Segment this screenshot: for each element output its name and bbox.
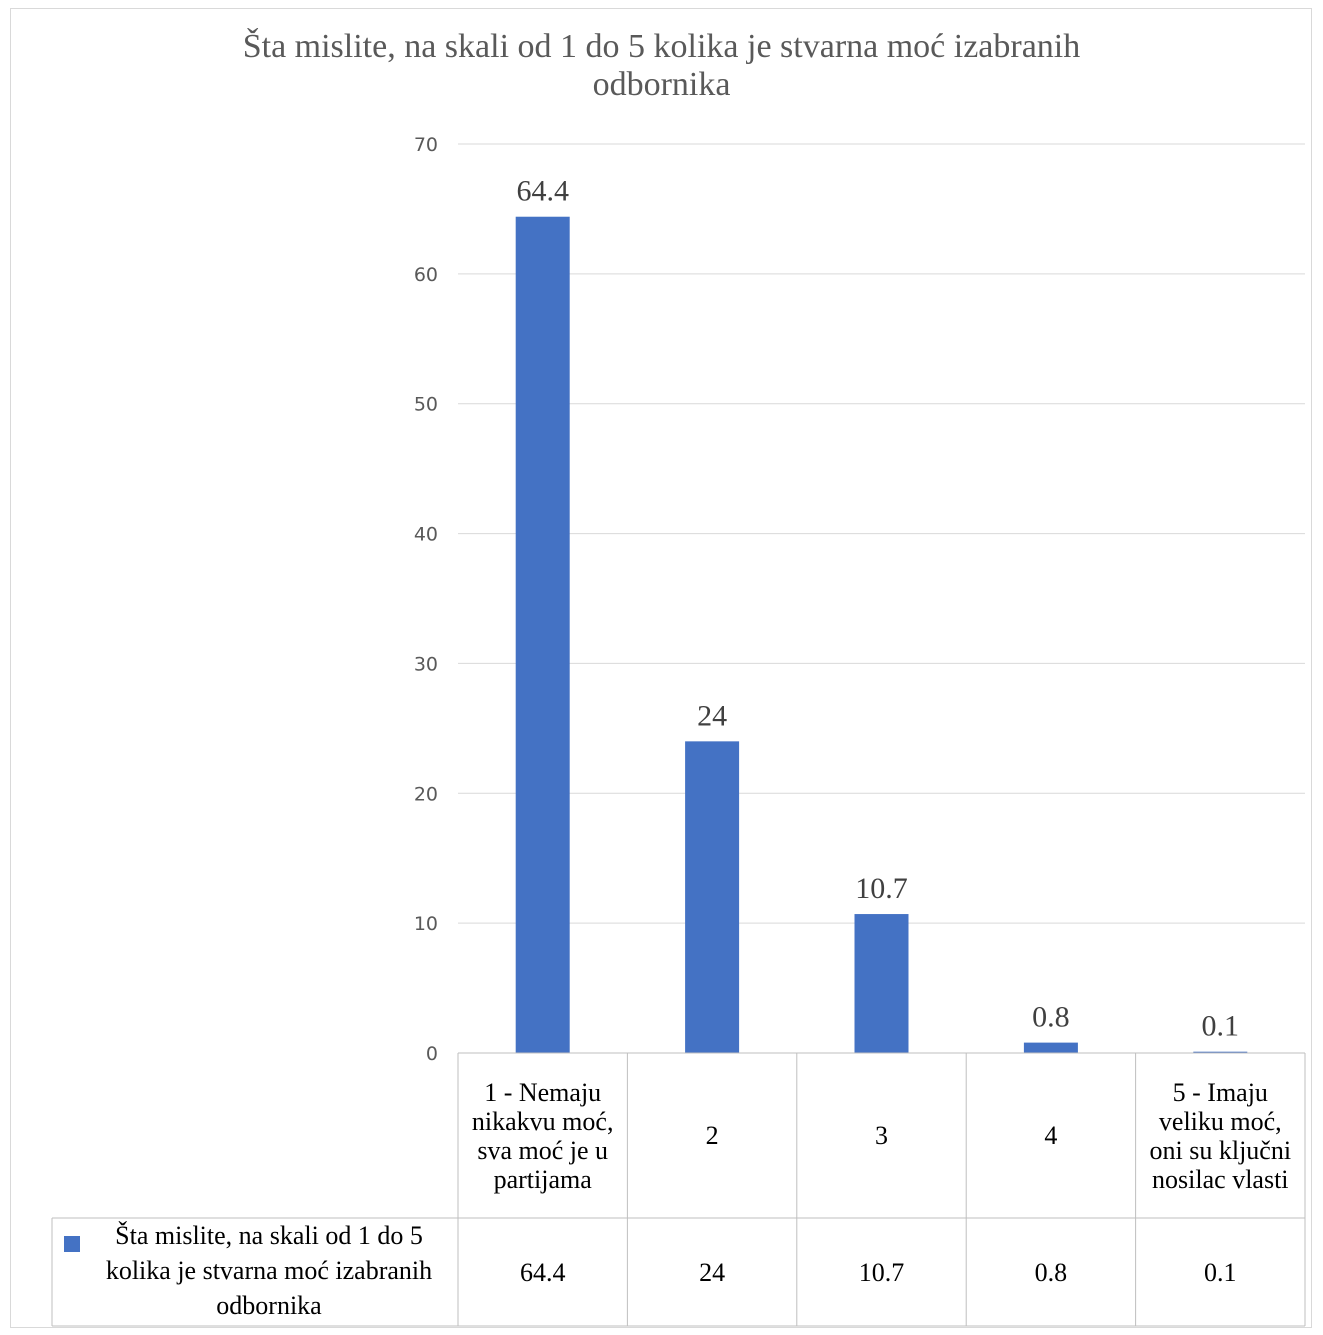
bar	[1193, 1051, 1248, 1053]
table-value-cell: 0.1	[1204, 1257, 1237, 1287]
table-category-cell: 4	[1044, 1121, 1058, 1150]
bar	[515, 216, 570, 1054]
table-value-cell: 64.4	[519, 1257, 566, 1287]
table-value-cell: 0.8	[1034, 1257, 1068, 1287]
legend-label: Šta mislite, na skali od 1 do 5 kolika j…	[105, 1221, 433, 1320]
legend-swatch	[64, 1236, 80, 1252]
data-label: 64.4	[516, 175, 569, 208]
table-category-cell: 3	[874, 1121, 888, 1150]
table-category-cell: 5 - Imaju veliku moć, oni su ključni nos…	[1149, 1077, 1292, 1194]
bar	[854, 914, 909, 1053]
chart-frame	[10, 8, 1312, 1328]
legend-entry: Šta mislite, na skali od 1 do 5 kolika j…	[52, 1218, 458, 1326]
y-tick-label: 0	[426, 1043, 438, 1065]
y-tick-label: 20	[414, 783, 438, 805]
data-label: 10.7	[855, 872, 908, 905]
y-tick-label: 60	[414, 264, 438, 286]
y-tick-label: 10	[414, 913, 438, 935]
table-value-cell: 24	[699, 1257, 726, 1287]
y-tick-label: 30	[414, 653, 438, 675]
y-tick-label: 70	[414, 134, 438, 156]
data-label: 0.1	[1202, 1010, 1240, 1043]
chart-title-line-1: Šta mislite, na skali od 1 do 5 kolika j…	[242, 28, 1081, 65]
table-category-cell: 1 - Nemaju nikakvu moć, sva moć je u par…	[471, 1077, 614, 1194]
data-label: 0.8	[1032, 1001, 1070, 1034]
table-value-cell: 10.7	[858, 1257, 905, 1287]
y-tick-label: 50	[414, 394, 438, 416]
bar	[1023, 1042, 1078, 1053]
y-tick-label: 40	[414, 524, 438, 546]
bar	[685, 741, 740, 1053]
table-category-cell: 2	[705, 1121, 719, 1150]
chart-title-line-2: odbornika	[592, 66, 731, 103]
chart-title: Šta mislite, na skali od 1 do 5 kolika j…	[0, 28, 1323, 104]
data-label: 24	[697, 699, 727, 732]
